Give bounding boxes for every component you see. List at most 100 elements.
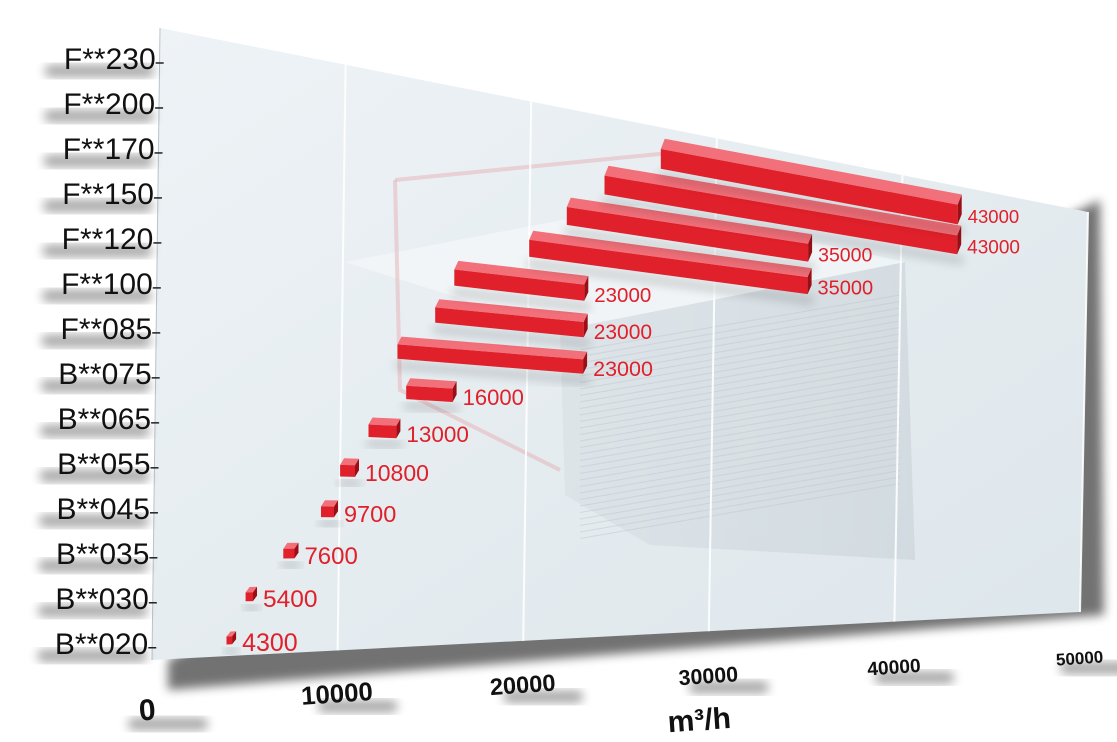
unit-fin-line bbox=[579, 476, 901, 533]
bar-end-face bbox=[253, 586, 257, 602]
bar-value-label: 23000 bbox=[594, 321, 652, 344]
y-tick-label: F**120 bbox=[62, 223, 154, 256]
bar-end-face bbox=[807, 268, 812, 295]
x-tick-label: 30000 bbox=[678, 662, 739, 690]
unit-fin-line bbox=[579, 385, 901, 442]
unit-fin-line bbox=[579, 314, 901, 370]
bar-top-face bbox=[226, 631, 237, 637]
y-axis-line bbox=[151, 27, 161, 661]
y-tick-label: B**055 bbox=[57, 448, 150, 481]
y-tick-label: B**035 bbox=[56, 538, 149, 571]
bar-shadow bbox=[224, 648, 239, 654]
y-label-shadow bbox=[38, 559, 149, 572]
bar-top-face bbox=[406, 378, 457, 389]
x-tick-label: 0 bbox=[138, 693, 157, 727]
bar-value-label: 35000 bbox=[818, 244, 872, 266]
bar-value-label: 43000 bbox=[968, 206, 1019, 227]
bar-end-face bbox=[957, 225, 962, 255]
y-tick-label: F**085 bbox=[61, 313, 153, 346]
bar-value-label: 35000 bbox=[818, 278, 874, 300]
bar-top-face bbox=[397, 336, 588, 360]
bar bbox=[319, 500, 340, 527]
y-label-shadow bbox=[40, 424, 151, 437]
bar bbox=[404, 378, 459, 411]
bar-value-label: 4300 bbox=[242, 629, 298, 657]
bar-shadow bbox=[281, 562, 301, 568]
x-label-shadow bbox=[1060, 662, 1117, 674]
bar-end-face bbox=[294, 542, 299, 559]
bar bbox=[243, 586, 259, 611]
x-label-shadow bbox=[688, 681, 769, 694]
unit-frame bbox=[393, 179, 561, 472]
unit-fin-line bbox=[579, 431, 901, 487]
bar-value-label: 9700 bbox=[344, 501, 396, 527]
bar-value-label: 13000 bbox=[406, 422, 469, 447]
bar-front-face bbox=[604, 175, 958, 255]
bar-front-face bbox=[566, 207, 809, 262]
bar-value-label: 16000 bbox=[463, 385, 524, 410]
bar-top-face bbox=[529, 230, 812, 278]
y-tick-label: F**230 bbox=[64, 43, 156, 76]
bar-shadow bbox=[564, 228, 815, 271]
bar-top-face bbox=[566, 197, 813, 244]
bar-end-face bbox=[957, 194, 962, 225]
bar-front-face bbox=[406, 385, 453, 402]
unit-fin-line bbox=[579, 418, 901, 474]
x-tick-label: 10000 bbox=[300, 678, 374, 711]
y-label-shadow bbox=[37, 604, 148, 617]
y-label-shadow bbox=[37, 649, 148, 662]
bar-top-face bbox=[283, 542, 299, 549]
y-label-shadow bbox=[43, 154, 154, 167]
bar-end-face bbox=[808, 234, 813, 262]
bar-shadow bbox=[452, 289, 591, 310]
bar-end-face bbox=[396, 418, 401, 439]
unit-fin-line bbox=[579, 483, 901, 539]
grid-line bbox=[336, 64, 347, 651]
y-label-shadow bbox=[40, 379, 151, 392]
bar-end-face bbox=[452, 381, 457, 402]
bar-front-face bbox=[368, 424, 397, 439]
y-tick-label: B**065 bbox=[58, 403, 151, 436]
bar bbox=[395, 336, 590, 383]
bar-value-label: 23000 bbox=[593, 357, 653, 381]
unit-fin-line bbox=[579, 411, 901, 468]
bar bbox=[452, 260, 591, 310]
x-tick-label: 40000 bbox=[867, 656, 922, 681]
x-tick-label: 20000 bbox=[489, 671, 556, 702]
bar-top-face bbox=[435, 299, 588, 322]
bar-value-label: 7600 bbox=[304, 543, 357, 570]
bar-shadow bbox=[319, 521, 340, 527]
unit-fin-line bbox=[579, 340, 901, 396]
y-tick-label: F**200 bbox=[63, 88, 155, 121]
bar-front-face bbox=[245, 592, 253, 602]
y-label-shadow bbox=[44, 64, 155, 77]
x-axis-title: m³/h bbox=[667, 702, 732, 737]
bar-end-face bbox=[334, 500, 338, 518]
y-tick-label: F**170 bbox=[63, 133, 155, 166]
y-label-shadow bbox=[42, 199, 153, 212]
bar-shadow bbox=[338, 480, 361, 486]
y-tick-label: B**020 bbox=[55, 628, 148, 661]
bar-shadow bbox=[366, 441, 403, 448]
bar bbox=[224, 631, 239, 654]
bar-value-label: 43000 bbox=[967, 238, 1020, 259]
grid-line bbox=[1079, 211, 1089, 613]
bar-value-label: 5400 bbox=[263, 586, 318, 613]
y-label-shadow bbox=[44, 109, 155, 122]
unit-fin-line bbox=[579, 450, 901, 507]
bar-top-face bbox=[368, 417, 401, 426]
unit-frame-top bbox=[394, 148, 701, 182]
bar bbox=[564, 197, 815, 271]
unit-fin-line bbox=[579, 346, 901, 403]
unit-fin-line bbox=[579, 392, 901, 448]
unit-fin-line bbox=[579, 444, 901, 500]
x-label-shadow bbox=[128, 718, 208, 730]
bar-front-face bbox=[340, 464, 355, 477]
bar-front-face bbox=[529, 239, 808, 295]
bar-end-face bbox=[583, 313, 588, 338]
unit-fin-line bbox=[579, 424, 901, 481]
unit-body bbox=[560, 262, 915, 560]
bar-shadow bbox=[527, 260, 814, 304]
unit-fin-line bbox=[579, 398, 901, 455]
